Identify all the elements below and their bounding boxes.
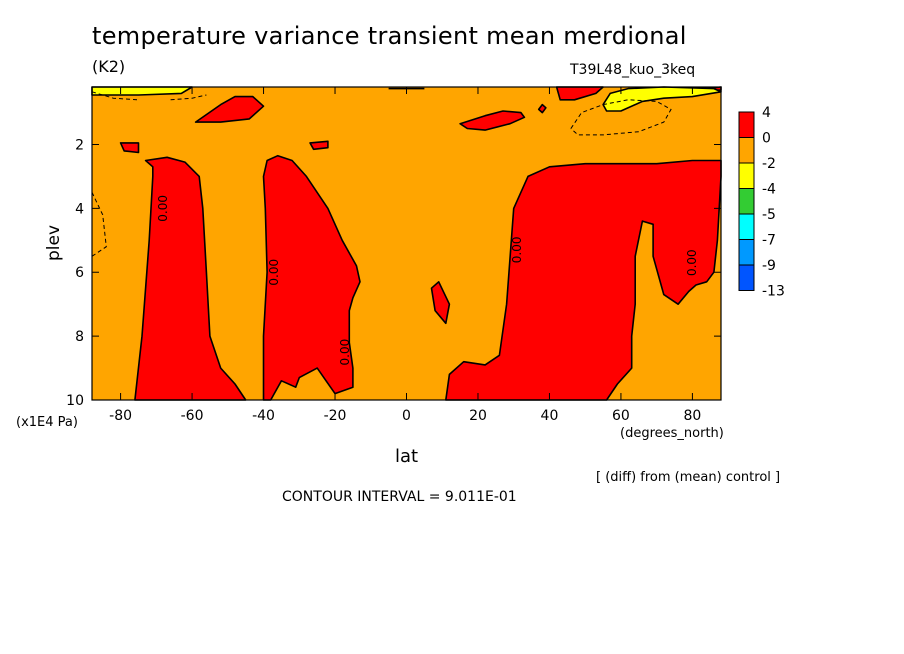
x-tick-label: 80 bbox=[683, 408, 701, 424]
x-tick-label: -20 bbox=[324, 408, 347, 424]
y-tick-label: 10 bbox=[66, 393, 84, 409]
dashed-contour-2 bbox=[91, 91, 139, 101]
units-label: (K2) bbox=[92, 57, 126, 76]
colorbar-label: -2 bbox=[762, 156, 776, 172]
contour-region-positive-5 bbox=[119, 142, 140, 154]
colorbar-swatch bbox=[738, 162, 755, 189]
x-tick-label: -80 bbox=[109, 408, 132, 424]
dashed-contour-0 bbox=[570, 99, 672, 136]
colorbar-label: -5 bbox=[762, 207, 776, 223]
contour-region-negative-11 bbox=[91, 86, 193, 96]
contour-region-negative-12 bbox=[602, 86, 722, 112]
x-units-label: (degrees_north) bbox=[620, 426, 724, 441]
contour-region-positive-3 bbox=[430, 280, 451, 325]
contour-region-positive-1 bbox=[262, 154, 361, 401]
contour-region-positive-7 bbox=[459, 110, 526, 131]
y-tick-label: 4 bbox=[75, 201, 84, 217]
colorbar-label: -9 bbox=[762, 258, 776, 274]
contour-label: 0.00 bbox=[685, 249, 699, 276]
run-label: T39L48_kuo_3keq bbox=[570, 62, 696, 78]
contour-label: 0.00 bbox=[338, 339, 352, 366]
colorbar-label: -4 bbox=[762, 182, 776, 198]
diff-note: [ (diff) from (mean) control ] bbox=[596, 470, 781, 485]
colorbar-swatch bbox=[738, 137, 755, 164]
contour-region-positive-4 bbox=[194, 95, 265, 123]
x-axis-label: lat bbox=[395, 446, 419, 467]
chart-title: temperature variance transient mean merd… bbox=[92, 22, 687, 50]
x-tick-label: 20 bbox=[469, 408, 487, 424]
colorbar-label: -7 bbox=[762, 233, 776, 249]
colorbar-swatch bbox=[738, 239, 755, 266]
x-tick-label: 60 bbox=[612, 408, 630, 424]
contour-region-positive-2 bbox=[444, 159, 722, 401]
x-tick-label: 40 bbox=[541, 408, 559, 424]
contour-label: 0.00 bbox=[510, 237, 524, 264]
colorbar-swatch bbox=[738, 111, 755, 138]
contour-label: 0.00 bbox=[156, 195, 170, 222]
colorbar-label: 0 bbox=[762, 131, 771, 147]
y-units-label: (x1E4 Pa) bbox=[16, 415, 78, 430]
x-tick-label: 0 bbox=[402, 408, 411, 424]
colorbar-swatch bbox=[738, 213, 755, 240]
colorbar-label: -13 bbox=[762, 284, 785, 300]
dashed-contour-1 bbox=[91, 192, 107, 257]
dashed-contour-3 bbox=[170, 94, 207, 101]
x-tick-label: -40 bbox=[252, 408, 275, 424]
colorbar-swatch bbox=[738, 188, 755, 215]
contour-region-positive-8 bbox=[537, 103, 547, 114]
y-tick-label: 8 bbox=[75, 329, 84, 345]
colorbar-swatch bbox=[738, 264, 755, 291]
contour-region-positive-6 bbox=[309, 140, 329, 151]
x-tick-label: -60 bbox=[181, 408, 204, 424]
y-axis-label: plev bbox=[44, 225, 64, 261]
contour-region-positive-0 bbox=[134, 156, 247, 401]
y-tick-label: 6 bbox=[75, 265, 84, 281]
colorbar-label: 4 bbox=[762, 105, 771, 121]
contour-interval: CONTOUR INTERVAL = 9.011E-01 bbox=[282, 489, 517, 505]
y-tick-label: 2 bbox=[75, 137, 84, 153]
contour-label: 0.00 bbox=[267, 259, 281, 286]
